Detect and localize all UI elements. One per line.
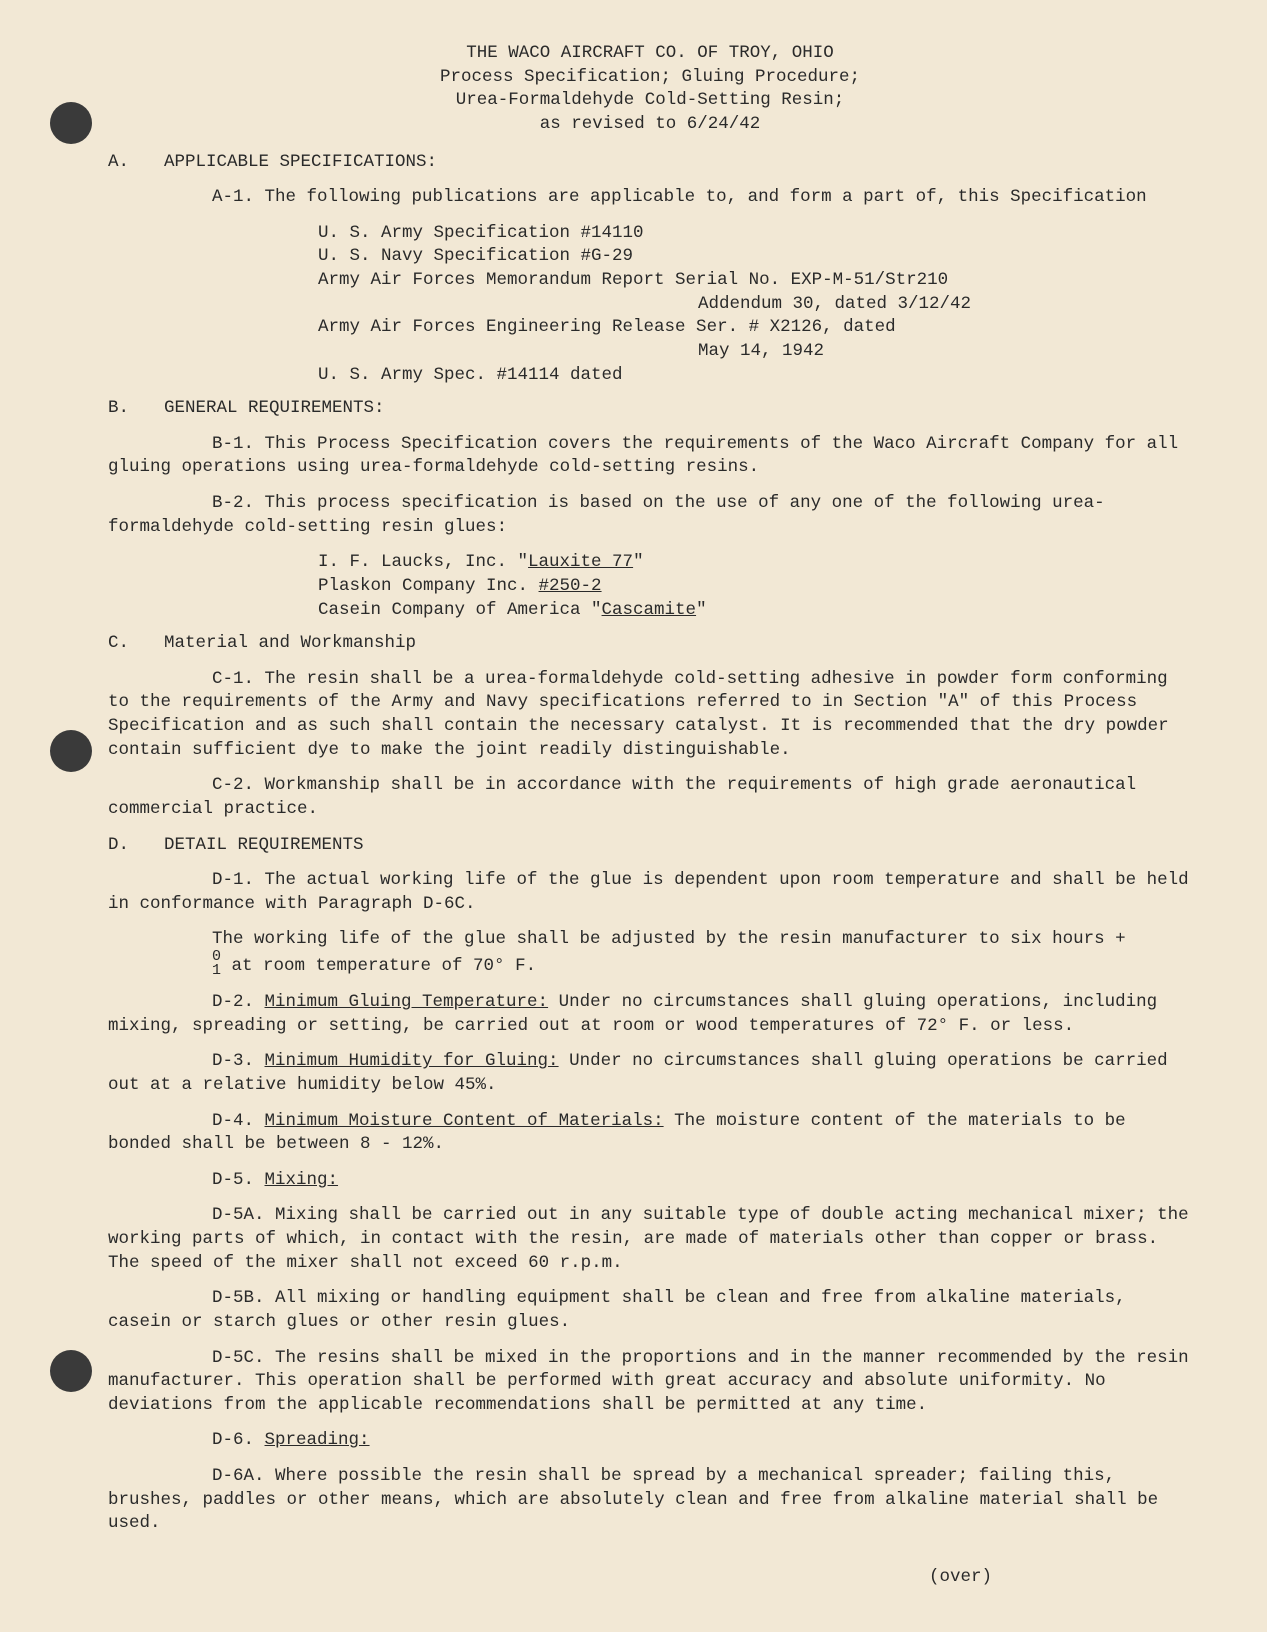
spec-list: U. S. Army Specification #14110 U. S. Na… [108, 222, 1192, 387]
glue-item: I. F. Laucks, Inc. "Lauxite 77" [318, 551, 1192, 575]
glue-text: " [633, 552, 644, 572]
title-line: THE WACO AIRCRAFT CO. OF TROY, OHIO [108, 42, 1192, 66]
glue-name: #250-2 [539, 576, 602, 596]
para-d2: D-2. Minimum Gluing Temperature: Under n… [108, 991, 1192, 1038]
glue-text: I. F. Laucks, Inc. " [318, 552, 528, 572]
title-block: THE WACO AIRCRAFT CO. OF TROY, OHIO Proc… [108, 42, 1192, 137]
section-heading-text: Material and Workmanship [164, 633, 416, 653]
glue-list: I. F. Laucks, Inc. "Lauxite 77" Plaskon … [108, 551, 1192, 622]
section-b-heading: B.GENERAL REQUIREMENTS: [108, 397, 1192, 421]
text: D-6. [212, 1430, 265, 1450]
glue-item: Plaskon Company Inc. #250-2 [318, 575, 1192, 599]
para-d3: D-3. Minimum Humidity for Gluing: Under … [108, 1050, 1192, 1097]
para-d6a: D-6A. Where possible the resin shall be … [108, 1465, 1192, 1536]
section-heading-text: DETAIL REQUIREMENTS [164, 835, 364, 855]
text: D-4. [212, 1111, 265, 1131]
page-turn-indicator: (over) [108, 1566, 1192, 1590]
section-c-heading: C.Material and Workmanship [108, 632, 1192, 656]
section-a-heading: A.APPLICABLE SPECIFICATIONS: [108, 151, 1192, 175]
subheading: Mixing: [265, 1170, 339, 1190]
glue-item: Casein Company of America "Cascamite" [318, 599, 1192, 623]
spec-item: U. S. Navy Specification #G-29 [318, 245, 1192, 269]
section-d-heading: D.DETAIL REQUIREMENTS [108, 834, 1192, 858]
section-label: D. [108, 834, 164, 858]
subheading: Minimum Humidity for Gluing: [265, 1051, 559, 1071]
text: at room temperature of 70° F. [221, 956, 536, 976]
para-d5b: D-5B. All mixing or handling equipment s… [108, 1287, 1192, 1334]
spec-item: U. S. Army Specification #14110 [318, 222, 1192, 246]
text: D-3. [212, 1051, 265, 1071]
title-line: Urea-Formaldehyde Cold-Setting Resin; [108, 89, 1192, 113]
para-d1b: The working life of the glue shall be ad… [108, 928, 1192, 979]
section-label: C. [108, 632, 164, 656]
spec-item: Army Air Forces Memorandum Report Serial… [318, 269, 1192, 293]
text: D-5. [212, 1170, 265, 1190]
text: The working life of the glue shall be ad… [212, 929, 1115, 949]
para-c1: C-1. The resin shall be a urea-formaldeh… [108, 668, 1192, 763]
frac-top: 0 [108, 950, 221, 964]
para-d5: D-5. Mixing: [108, 1169, 1192, 1193]
subheading: Minimum Gluing Temperature: [265, 992, 549, 1012]
para-d5a: D-5A. Mixing shall be carried out in any… [108, 1204, 1192, 1275]
glue-text: Casein Company of America " [318, 600, 602, 620]
section-heading-text: GENERAL REQUIREMENTS: [164, 398, 385, 418]
spec-item: U. S. Army Spec. #14114 dated [318, 364, 1192, 388]
para-b2: B-2. This process specification is based… [108, 492, 1192, 539]
para-d5c: D-5C. The resins shall be mixed in the p… [108, 1347, 1192, 1418]
para-d4: D-4. Minimum Moisture Content of Materia… [108, 1110, 1192, 1157]
text: + [1115, 929, 1126, 949]
glue-text: " [696, 600, 707, 620]
text: D-2. [212, 992, 265, 1012]
section-label: B. [108, 397, 164, 421]
title-line: as revised to 6/24/42 [108, 113, 1192, 137]
glue-name: Cascamite [602, 600, 697, 620]
document-page: THE WACO AIRCRAFT CO. OF TROY, OHIO Proc… [0, 0, 1267, 1632]
spec-item-cont: May 14, 1942 [318, 340, 1192, 364]
section-label: A. [108, 151, 164, 175]
subheading: Spreading: [265, 1430, 370, 1450]
para-d1a: D-1. The actual working life of the glue… [108, 869, 1192, 916]
title-line: Process Specification; Gluing Procedure; [108, 66, 1192, 90]
glue-name: Lauxite 77 [528, 552, 633, 572]
spec-item: Army Air Forces Engineering Release Ser.… [318, 316, 1192, 340]
para-d6: D-6. Spreading: [108, 1429, 1192, 1453]
punch-hole-icon [50, 1350, 92, 1392]
section-heading-text: APPLICABLE SPECIFICATIONS: [164, 152, 437, 172]
para-b1: B-1. This Process Specification covers t… [108, 433, 1192, 480]
subheading: Minimum Moisture Content of Materials: [265, 1111, 664, 1131]
punch-hole-icon [50, 102, 92, 144]
frac-bot: 1 [108, 964, 221, 978]
para-a1: A-1. The following publications are appl… [108, 186, 1192, 210]
punch-hole-icon [50, 730, 92, 772]
fraction: 01 [108, 950, 221, 977]
glue-text: Plaskon Company Inc. [318, 576, 539, 596]
spec-item-cont: Addendum 30, dated 3/12/42 [318, 293, 1192, 317]
para-c2: C-2. Workmanship shall be in accordance … [108, 774, 1192, 821]
